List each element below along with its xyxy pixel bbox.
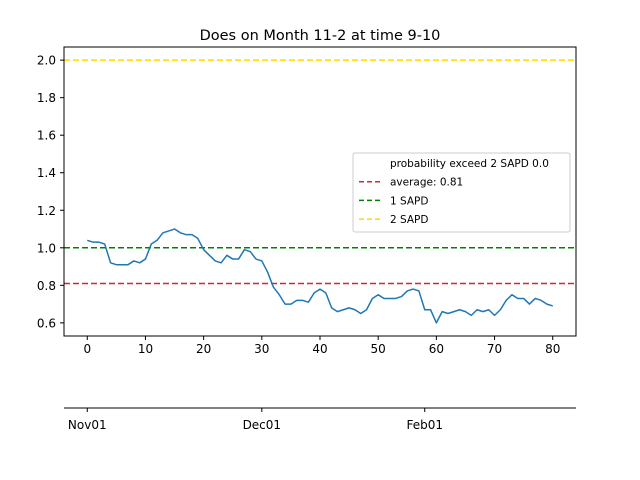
secondary-tick-label: Feb01	[406, 418, 443, 432]
x-tick-label: 10	[138, 342, 153, 356]
secondary-tick-label: Nov01	[68, 418, 107, 432]
x-tick-label: 20	[196, 342, 211, 356]
legend-box	[352, 152, 571, 233]
x-tick-label: 40	[312, 342, 327, 356]
series-line-0	[87, 228, 553, 324]
y-tick-label: 1.4	[37, 166, 56, 180]
x-axis: 0 10 20 30 40 50 60 70 80	[83, 336, 560, 356]
x-tick-label: 60	[429, 342, 444, 356]
y-tick-label: 0.6	[37, 316, 56, 330]
x-tick-label: 50	[371, 342, 386, 356]
x-tick-label: 0	[83, 342, 91, 356]
y-tick-label: 1.8	[37, 91, 56, 105]
legend-label: probability exceed 2 SAPD 0.0	[390, 158, 549, 170]
legend-label: average: 0.81	[390, 177, 463, 189]
y-tick-label: 1.2	[37, 204, 56, 218]
legend-label: 1 SAPD	[390, 195, 428, 207]
y-tick-label: 1.0	[37, 241, 56, 255]
legend: probability exceed 2 SAPD 0.0 average: 0.…	[352, 152, 571, 233]
secondary-x-axis: Nov01 Dec01 Feb01	[64, 407, 576, 432]
x-tick-label: 70	[487, 342, 502, 356]
y-tick-label: 1.6	[37, 129, 56, 143]
y-tick-label: 0.8	[37, 279, 56, 293]
series-group	[87, 228, 553, 324]
chart-title: Does on Month 11-2 at time 9-10	[200, 28, 441, 44]
x-tick-label: 30	[254, 342, 269, 356]
y-tick-label: 2.0	[37, 54, 56, 68]
legend-label: 2 SAPD	[390, 214, 428, 226]
y-axis: 0.6 0.8 1.0 1.2 1.4 1.6 1.8 2.0	[37, 54, 64, 330]
secondary-tick-label: Dec01	[243, 418, 282, 432]
x-tick-label: 80	[545, 342, 560, 356]
